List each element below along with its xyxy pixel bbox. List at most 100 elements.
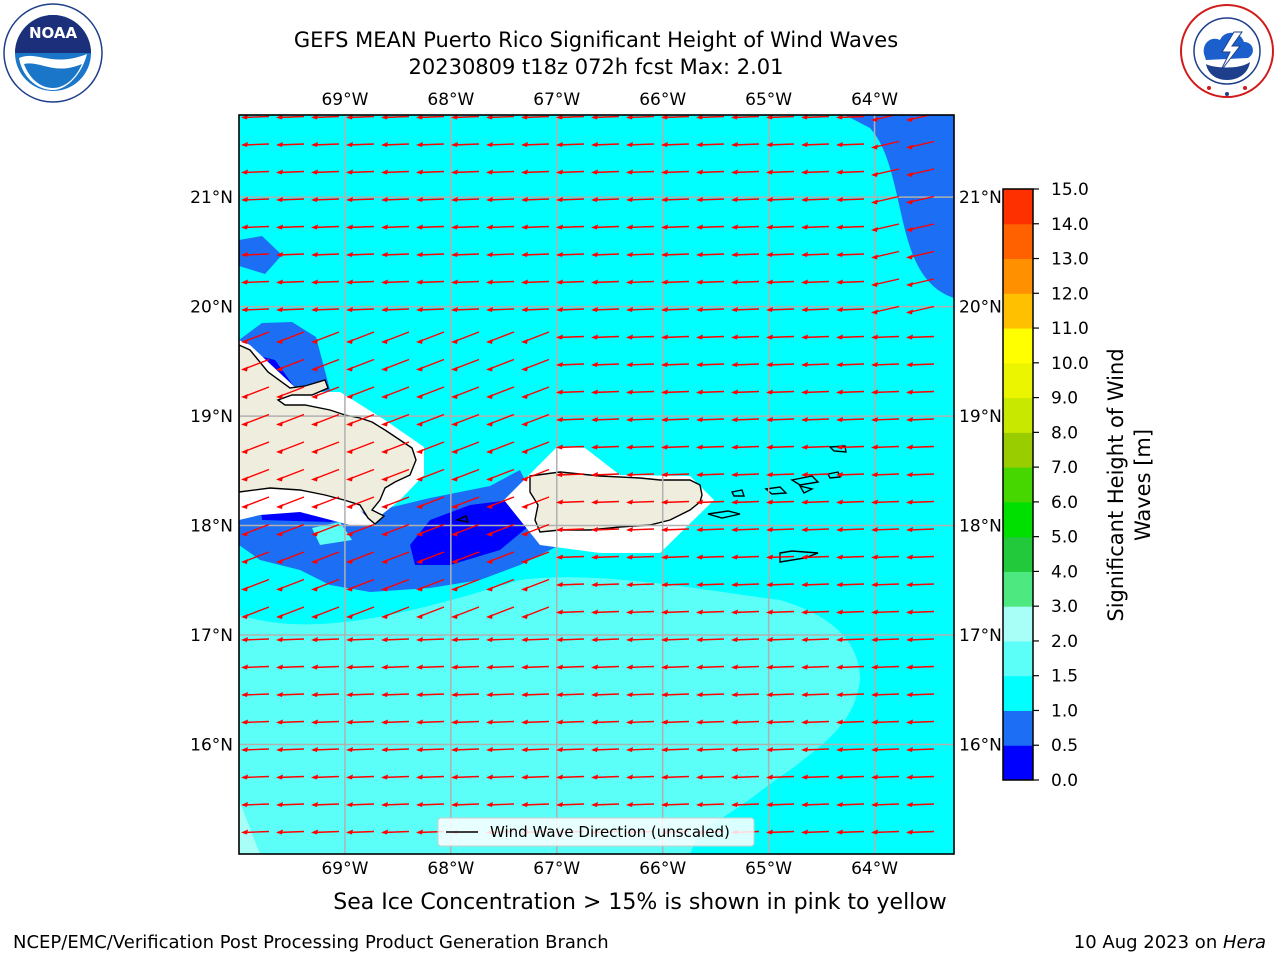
wave-arrow [486,197,515,202]
wave-arrow [696,224,725,230]
wave-arrow [276,523,305,537]
wave-arrow [696,554,725,560]
wave-arrow [311,802,340,807]
wave-arrow [906,554,935,560]
wave-arrow [906,664,935,670]
wave-arrow [906,195,935,205]
wave-arrow [241,197,270,202]
wave-arrow [801,609,830,615]
wave-arrow [346,413,375,427]
wave-arrow [521,523,550,537]
wave-arrow [451,331,480,344]
wave-arrow [416,606,445,619]
graticule [239,115,954,854]
wave-arrow [731,334,760,340]
wave-arrow [626,774,655,780]
wave-arrow [276,551,305,564]
wave-arrow [311,224,340,230]
wave-arrow [346,719,375,725]
wave-arrow [556,307,585,312]
wave-arrow [906,527,935,532]
wave-arrow [766,747,795,752]
wave-arrow [346,829,375,835]
wave-arrow [381,496,410,509]
wave-arrow [626,389,655,395]
wave-arrow [486,413,515,427]
wave-arrow [416,496,445,509]
wave-arrow [346,468,375,482]
wave-arrow [451,386,480,399]
wave-arrow [521,468,550,482]
wave-arrow [311,441,340,454]
colorbar-tick-label: 0.0 [1051,771,1078,791]
wave-arrow [311,829,340,835]
wave-arrow [871,554,900,560]
wave-arrow [801,554,830,560]
lon-tick-label-bottom: 66°W [639,859,686,879]
wave-arrow [276,747,305,752]
wave-arrow [766,444,795,450]
wave-arrow [591,802,620,807]
wave-arrow [346,331,375,344]
colorbar-label-line2: Waves [m] [1131,429,1155,541]
wave-arrow [556,582,585,587]
lat-tick-label-left: 20°N [190,298,233,318]
wave-arrow [661,609,690,615]
wave-arrow [486,331,515,344]
wave-arrow [626,747,655,752]
wave-arrow [241,551,270,564]
colorbar-swatch [1003,189,1033,225]
wave-arrow [591,609,620,615]
wave-arrow [626,664,655,670]
wave-arrow [241,413,270,427]
wave-arrow [241,115,270,120]
wave-arrow [696,197,725,202]
lat-tick-label-left: 16°N [190,736,233,756]
wave-arrow [486,802,515,807]
wave-arrow [801,334,830,340]
wave-arrow [871,223,900,232]
wave-arrow [346,523,375,537]
wave-arrow [731,307,760,312]
wave-arrow [521,664,550,670]
wave-arrow [801,444,830,450]
wave-arrow [276,358,305,372]
wave-arrow [381,307,410,312]
colorbar-swatch [1003,293,1033,329]
wave-arrow [381,279,410,285]
wave-arrow [731,664,760,670]
wave-arrow [906,582,935,587]
colorbar-tick-label: 6.0 [1051,493,1078,513]
wave-arrow [521,578,550,592]
wave-arrow [731,362,760,367]
chart-subtitle: 20230809 t18z 072h fcst Max: 2.01 [408,55,784,79]
map-legend: Wind Wave Direction (unscaled) [437,817,755,847]
wave-arrow [696,169,725,175]
wave-arrow [416,664,445,670]
colorbar-tick-label: 14.0 [1051,215,1089,235]
wave-arrow [766,554,795,560]
wave-arrow [276,719,305,725]
wave-arrow [766,279,795,285]
wave-arrow [871,774,900,780]
wave-arrow [836,664,865,670]
wave-arrow [556,169,585,175]
wave-arrow [661,362,690,367]
wave-arrow [556,774,585,780]
wave-arrow [346,115,375,120]
wave-arrow [451,142,480,147]
wave-arrow [556,362,585,367]
wave-arrow [311,637,340,642]
wave-arrow [241,692,270,697]
wave-arrow [346,279,375,285]
wave-arrow [906,115,933,122]
lat-tick-label-right: 16°N [959,736,1002,756]
wave-arrow [591,362,620,367]
wave-arrow [416,774,445,780]
wave-arrow [661,499,690,505]
wave-arrow [486,664,515,670]
wave-arrow [486,551,515,564]
wave-arrow [416,551,445,564]
wave-arrow [871,829,900,835]
